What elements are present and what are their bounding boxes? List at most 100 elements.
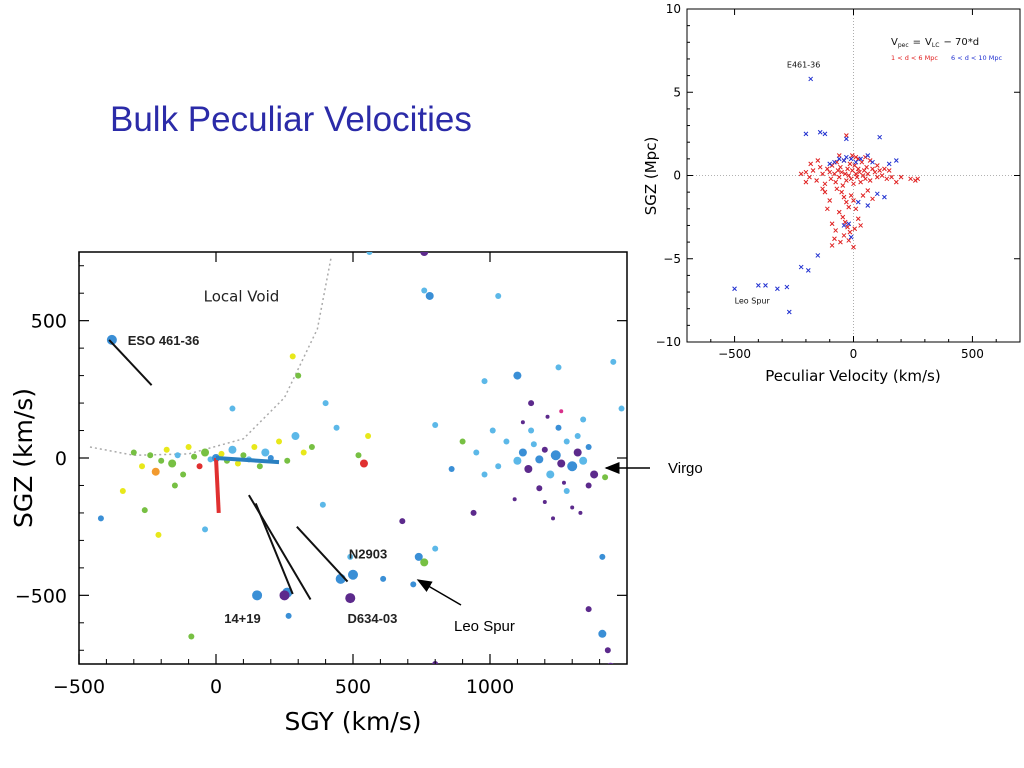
local-sheet-point — [256, 463, 263, 470]
local-sheet-point — [218, 450, 225, 457]
local-sheet-point — [598, 629, 607, 638]
near-galaxy-marker — [859, 159, 865, 165]
local-sheet-point — [410, 581, 417, 588]
near-galaxy-marker — [833, 228, 839, 233]
near-galaxy-marker — [863, 176, 868, 182]
near-galaxy-marker — [841, 194, 847, 200]
far-galaxy-marker — [808, 76, 814, 82]
annotation-label: Local Void — [204, 287, 280, 305]
local-sheet-point — [380, 575, 387, 582]
virgo-point — [473, 449, 480, 456]
near-galaxy-marker — [844, 178, 849, 183]
y-axis-label: SGZ (km/s) — [9, 388, 38, 528]
near-galaxy-marker — [863, 154, 868, 160]
inset-x-tick-label: −500 — [718, 347, 751, 361]
near-galaxy-marker — [852, 226, 858, 232]
x-tick-label: −500 — [53, 676, 105, 698]
near-galaxy-marker — [803, 179, 809, 185]
local-sheet-point — [147, 452, 154, 459]
virgo-point — [590, 470, 599, 479]
local-sheet-point — [513, 371, 522, 380]
bulk-velocity-vector — [214, 457, 221, 514]
local-sheet-point — [366, 252, 373, 255]
near-galaxy-marker — [861, 168, 867, 173]
virgo-point — [481, 471, 488, 478]
bulk-velocity-vector — [215, 456, 280, 465]
local-sheet-point — [174, 452, 181, 459]
near-galaxy-marker — [851, 244, 856, 250]
near-galaxy-marker — [824, 206, 830, 212]
inset-x-tick-label: 0 — [850, 347, 858, 361]
virgo-point — [520, 420, 525, 425]
far-galaxy-marker — [858, 156, 863, 162]
near-galaxy-marker — [849, 168, 855, 173]
virgo-point — [448, 465, 455, 472]
virgo-point — [489, 427, 496, 434]
local-sheet-point — [234, 460, 241, 467]
inset-y-tick-label: 5 — [673, 85, 681, 99]
leo-spur-arrow — [416, 579, 462, 606]
virgo-point — [495, 463, 502, 470]
near-galaxy-marker — [857, 169, 862, 175]
near-galaxy-marker — [817, 164, 823, 170]
virgo-point — [573, 448, 582, 457]
near-galaxy-marker — [839, 189, 844, 195]
virgo-callout: Virgo — [668, 460, 703, 477]
local-sheet-point — [185, 444, 192, 451]
virgo-point — [512, 497, 517, 502]
near-galaxy-marker — [846, 204, 852, 210]
far-galaxy-marker — [822, 131, 828, 137]
near-galaxy-marker — [841, 233, 847, 238]
far-galaxy-marker — [815, 253, 821, 258]
near-galaxy-marker — [915, 176, 921, 182]
far-galaxy-marker — [848, 234, 854, 240]
main-plot-area — [89, 252, 625, 664]
local-sheet-point — [347, 553, 354, 560]
near-galaxy-marker — [838, 164, 843, 170]
near-galaxy-marker — [874, 163, 880, 168]
near-galaxy-marker — [854, 174, 860, 180]
near-galaxy-marker — [827, 198, 833, 203]
near-galaxy-marker — [865, 171, 871, 177]
virgo-point — [524, 464, 533, 473]
local-sheet-point — [322, 400, 329, 407]
near-galaxy-marker — [893, 179, 899, 185]
local-sheet-point — [202, 526, 209, 533]
near-galaxy-marker — [853, 154, 859, 160]
virgo-point — [567, 461, 578, 472]
near-galaxy-marker — [842, 171, 848, 177]
far-galaxy-marker — [803, 131, 809, 137]
local-sheet-point — [432, 545, 439, 552]
near-galaxy-marker — [834, 186, 840, 192]
local-sheet-point — [261, 448, 270, 457]
virgo-point — [563, 438, 570, 445]
near-galaxy-marker — [884, 176, 890, 182]
near-galaxy-marker — [839, 169, 844, 175]
far-galaxy-marker — [844, 136, 849, 142]
far-galaxy-marker — [882, 194, 887, 200]
near-galaxy-marker — [820, 171, 825, 177]
virgo-point — [585, 482, 592, 489]
far-galaxy-marker — [865, 153, 871, 158]
inset-plot-frame — [686, 8, 1021, 343]
local-sheet-point — [610, 358, 617, 365]
inset-annotation-label: Leo Spur — [735, 297, 771, 306]
virgo-point — [550, 450, 561, 461]
local-sheet-point — [251, 444, 258, 451]
virgo-point — [557, 459, 566, 468]
local-sheet-point — [348, 569, 358, 580]
local-sheet-point — [291, 432, 300, 441]
legend-rest: − 70*d — [943, 37, 979, 48]
near-galaxy-marker — [849, 153, 855, 158]
legend-v2: V — [925, 37, 932, 48]
local-sheet-point — [191, 453, 198, 460]
local-sheet-point — [604, 647, 611, 654]
legend-near-series: 1 < d < 6 Mpc — [891, 54, 938, 62]
local-sheet-point — [180, 471, 187, 478]
near-galaxy-marker — [842, 219, 848, 225]
local-sheet-point — [252, 590, 263, 601]
far-galaxy-marker — [870, 159, 875, 165]
near-galaxy-marker — [908, 176, 913, 182]
near-galaxy-marker — [865, 188, 871, 193]
local-sheet-point — [432, 422, 439, 429]
